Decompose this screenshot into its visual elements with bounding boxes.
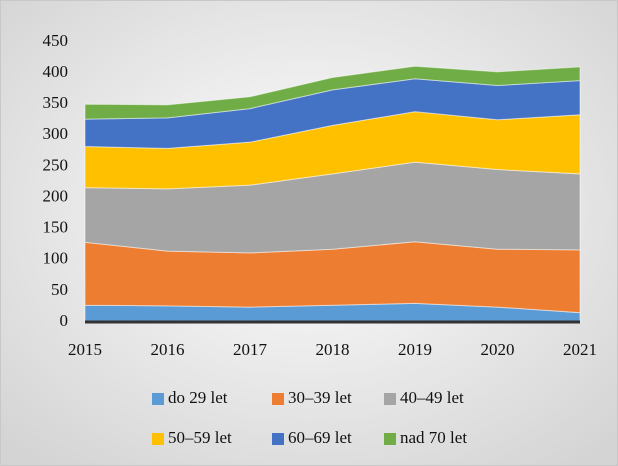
legend-label: 60–69 let (288, 428, 352, 447)
legend-label: 40–49 let (400, 388, 464, 407)
area (84, 241, 581, 314)
x-tick-label: 2018 (316, 340, 350, 359)
x-tick-label: 2019 (398, 340, 432, 359)
legend-swatch (272, 433, 284, 445)
y-tick-label: 250 (43, 155, 69, 174)
y-tick-label: 200 (43, 186, 69, 205)
legend-label: do 29 let (168, 388, 228, 407)
y-tick-label: 100 (43, 249, 69, 268)
y-tick-label: 300 (43, 124, 69, 143)
legend-label: nad 70 let (400, 428, 467, 447)
y-tick-label: 0 (60, 311, 69, 330)
y-tick-label: 50 (51, 280, 68, 299)
legend-swatch (384, 433, 396, 445)
x-tick-label: 2021 (563, 340, 597, 359)
x-tick-label: 2017 (233, 340, 268, 359)
y-tick-label: 450 (43, 31, 69, 50)
x-tick-label: 2015 (68, 340, 102, 359)
legend-swatch (152, 393, 164, 405)
y-tick-label: 350 (43, 93, 69, 112)
area (84, 65, 581, 120)
legend-label: 50–59 let (168, 428, 232, 447)
y-tick-label: 150 (43, 218, 69, 237)
x-tick-label: 2016 (151, 340, 185, 359)
legend-swatch (152, 433, 164, 445)
legend-label: 30–39 let (288, 388, 352, 407)
y-tick-label: 400 (43, 62, 69, 81)
legend-swatch (384, 393, 396, 405)
x-tick-label: 2020 (481, 340, 515, 359)
legend-swatch (272, 393, 284, 405)
